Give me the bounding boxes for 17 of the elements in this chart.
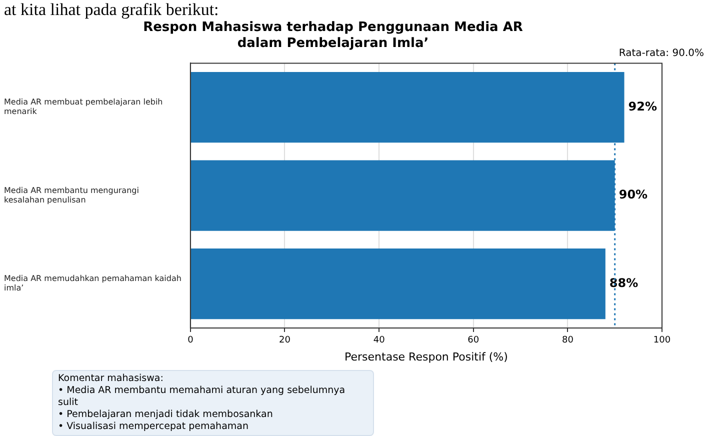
x-tick-label: 0 (188, 336, 194, 346)
ref-line-label: Rata-rata: 90.0% (618, 48, 704, 59)
x-axis-title: Persentase Respon Positif (%) (344, 350, 508, 364)
text: Komentar mahasiswa: • Media AR membantu memahami aturan yang sebelumnya sulit • Pembelajaran menjadi tidak membosankan • Visualisasi mempercepat pemahaman (52, 370, 374, 436)
text: at kita lihat pada grafik berikut: (3, 0, 220, 20)
x-tick-label: 40 (373, 336, 386, 346)
y-tick-label: Media AR membuat pembelajaran lebih menarik (4, 98, 163, 116)
y-tick-label: Media AR memudahkan pemahaman kaidah imla’ (4, 274, 182, 293)
data-label: 90% (618, 188, 648, 202)
x-tick-label: 20 (279, 336, 291, 346)
y-tick-label: Media AR membantu mengurangi kesalahan penulisan (4, 186, 139, 204)
x-tick-label: 60 (468, 336, 480, 346)
x-tick-label: 100 (653, 336, 671, 346)
data-label: 92% (628, 99, 658, 114)
chart-title: Respon Mahasiswa terhadap Penggunaan Media AR dalam Pembelajaran Imla’ (143, 20, 523, 51)
x-tick-label: 80 (562, 336, 574, 346)
data-label: 88% (609, 276, 638, 290)
